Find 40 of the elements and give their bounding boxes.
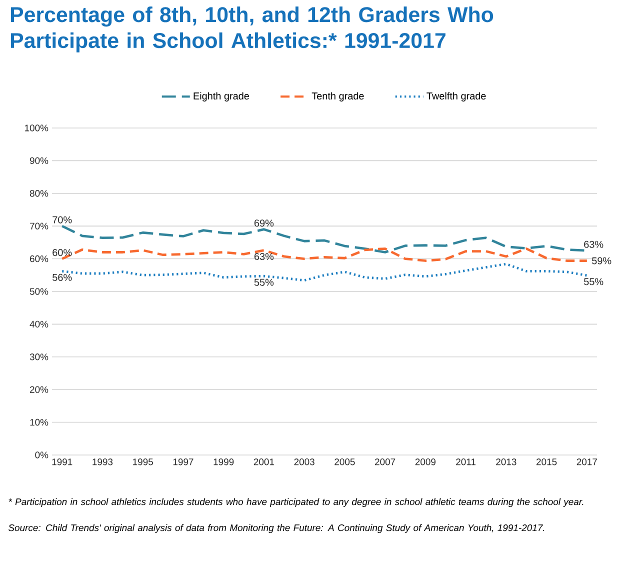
x-tick-label: 2005 (334, 458, 355, 466)
x-tick-label: 2013 (496, 458, 516, 466)
x-tick-label: 2001 (254, 458, 274, 466)
x-tick-label: 2015 (536, 458, 557, 466)
data-label: 59% (592, 257, 612, 264)
y-tick-label: 90% (30, 157, 48, 164)
x-tick-label: 1999 (214, 458, 234, 466)
y-tick-label: 70% (30, 222, 48, 230)
y-tick-label: 0% (35, 452, 48, 458)
data-label: 63% (584, 240, 604, 248)
x-tick-label: 1991 (52, 458, 72, 466)
x-tick-label: 1995 (133, 458, 153, 466)
legend-label: Twelfth grade (426, 92, 486, 102)
x-tick-label: 1997 (173, 458, 194, 466)
y-tick-label: 100% (25, 124, 48, 132)
data-label: 55% (254, 278, 274, 286)
y-tick-label: 30% (30, 354, 48, 360)
source-note: Source: Child Trends' original analysis of data from Monitoring the Future: A Continuing Study of American Youth, 1991-2017. (8, 524, 544, 534)
y-tick-label: 20% (30, 386, 48, 393)
x-tick-label: 2009 (415, 458, 436, 466)
data-label: 69% (254, 220, 274, 227)
y-tick-label: 60% (30, 255, 48, 262)
legend-label: Eighth grade (194, 92, 249, 102)
x-tick-label: 2011 (456, 458, 476, 466)
data-label: 55% (584, 278, 604, 286)
text: * Participation in school athletics includes students who have participated to any degree in school athletic teams during the school year. (8, 498, 584, 508)
legend-label: Tenth grade (312, 92, 364, 102)
x-tick-label: 2003 (294, 458, 314, 466)
data-label: 56% (52, 274, 72, 281)
y-tick-label: 40% (30, 320, 48, 328)
x-tick-label: 2017 (576, 458, 597, 466)
y-tick-label: 80% (30, 190, 48, 197)
y-tick-label: 50% (30, 288, 48, 295)
x-tick-label: 2007 (375, 458, 396, 466)
data-label: 63% (254, 252, 274, 260)
chart-title: Percentage of 8th, 10th, and 12th Graders Who Participate in School Athletics:* 1991-2017 (10, 6, 494, 52)
data-label: 70% (52, 216, 72, 224)
x-tick-label: 1993 (92, 458, 113, 466)
data-label: 60% (52, 249, 72, 256)
y-tick-label: 10% (30, 418, 48, 426)
